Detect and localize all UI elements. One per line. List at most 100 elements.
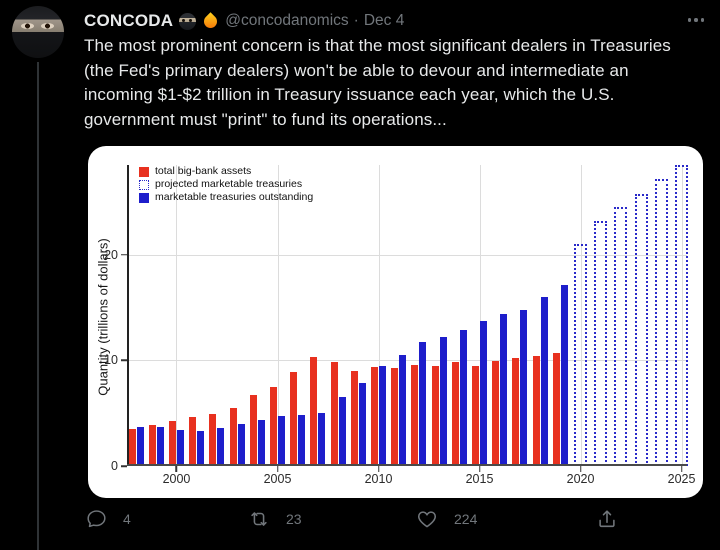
y-tick-label: 20 <box>104 247 118 262</box>
x-tick-label: 2000 <box>162 472 191 486</box>
gridline-vertical <box>277 165 279 466</box>
gridline-vertical <box>479 165 481 466</box>
bar-big-bank-assets <box>189 417 197 466</box>
user-handle[interactable]: @concodanomics <box>225 12 349 29</box>
retweet-icon <box>248 508 270 530</box>
chart-legend: total big-bank assets projected marketabl… <box>139 165 313 204</box>
x-tick <box>276 466 279 472</box>
legend-item: marketable treasuries outstanding <box>139 191 313 204</box>
bar-treasuries-outstanding <box>176 430 184 466</box>
share-button[interactable] <box>596 508 618 530</box>
bar-treasuries-outstanding <box>439 337 447 466</box>
share-icon <box>596 508 618 530</box>
bar-treasuries-outstanding <box>217 427 225 466</box>
heart-icon <box>416 508 438 530</box>
more-icon <box>687 18 691 22</box>
tweet-date[interactable]: Dec 4 <box>363 12 405 29</box>
like-count: 224 <box>454 511 478 527</box>
bar-big-bank-assets <box>411 364 419 466</box>
retweet-count: 23 <box>286 511 302 527</box>
x-tick-label: 2015 <box>465 472 494 486</box>
avatar[interactable] <box>12 6 64 58</box>
bar-big-bank-assets <box>270 386 277 466</box>
x-tick-label: 2025 <box>667 472 696 486</box>
x-tick <box>680 466 683 472</box>
gridline-vertical <box>378 165 380 466</box>
bar-projected-treasuries <box>634 193 648 466</box>
bar-big-bank-assets <box>249 395 257 466</box>
display-name[interactable]: CONCODA <box>84 11 174 30</box>
bar-treasuries-outstanding <box>540 297 548 466</box>
bar-treasuries-outstanding <box>237 423 245 466</box>
bar-big-bank-assets <box>552 352 560 466</box>
bar-big-bank-assets <box>229 407 237 466</box>
x-tick-label: 2005 <box>263 472 292 486</box>
chart-image[interactable]: Quantity (trillions of dollars) total bi… <box>88 146 703 498</box>
fire-emoji-icon <box>201 11 220 31</box>
bar-treasuries-outstanding <box>500 313 508 466</box>
bar-big-bank-assets <box>310 357 318 466</box>
y-tick <box>121 465 127 467</box>
bar-treasuries-outstanding <box>520 309 528 466</box>
bar-big-bank-assets <box>512 358 520 466</box>
bar-projected-treasuries <box>594 220 608 466</box>
x-tick <box>579 466 582 472</box>
gridline-horizontal <box>127 254 687 256</box>
y-tick <box>121 254 127 256</box>
bar-treasuries-outstanding <box>358 382 366 466</box>
bar-big-bank-assets <box>350 370 358 466</box>
gridline-vertical <box>580 165 582 466</box>
retweet-button[interactable]: 23 <box>248 508 302 530</box>
tweet-header: CONCODA @concodanomics · Dec 4 <box>84 10 404 32</box>
x-tick <box>175 466 178 472</box>
bar-projected-treasuries <box>654 178 668 466</box>
bar-projected-treasuries <box>574 244 588 466</box>
bar-big-bank-assets <box>431 365 439 466</box>
legend-swatch-red-solid <box>139 166 149 177</box>
bar-treasuries-outstanding <box>278 416 285 466</box>
reply-button[interactable]: 4 <box>86 508 131 529</box>
legend-item: total big-bank assets <box>139 165 313 178</box>
x-tick <box>377 466 380 472</box>
plot-area: total big-bank assets projected marketabl… <box>104 165 695 486</box>
bar-treasuries-outstanding <box>257 419 265 466</box>
legend-label: projected marketable treasuries <box>155 178 303 190</box>
gridline-vertical <box>681 165 683 466</box>
bar-treasuries-outstanding <box>318 413 326 466</box>
bar-big-bank-assets <box>451 362 459 466</box>
bar-big-bank-assets <box>128 429 136 466</box>
legend-swatch-blue-dotted <box>139 179 149 190</box>
legend-swatch-blue-solid <box>139 192 149 203</box>
more-icon <box>700 18 704 22</box>
bar-big-bank-assets <box>492 361 500 466</box>
bar-treasuries-outstanding <box>338 397 346 466</box>
gridline-horizontal <box>127 360 687 362</box>
x-tick <box>478 466 481 472</box>
bar-treasuries-outstanding <box>480 321 488 466</box>
gridline-vertical <box>176 165 178 466</box>
dot-separator: · <box>353 12 359 29</box>
bar-treasuries-outstanding <box>419 342 427 466</box>
more-button[interactable] <box>684 14 709 26</box>
avatar-eye <box>21 23 34 29</box>
bar-treasuries-outstanding <box>560 285 568 466</box>
legend-label: total big-bank assets <box>155 165 252 177</box>
ninja-emoji-icon <box>179 12 197 30</box>
y-tick-label: 0 <box>111 459 118 473</box>
bar-big-bank-assets <box>532 356 540 466</box>
more-icon <box>694 18 698 22</box>
bar-treasuries-outstanding <box>399 355 407 466</box>
legend-label: marketable treasuries outstanding <box>155 191 314 203</box>
bar-projected-treasuries <box>614 207 628 466</box>
bar-treasuries-outstanding <box>136 426 144 466</box>
x-tick-label: 2010 <box>364 472 393 486</box>
reply-count: 4 <box>123 510 131 527</box>
bar-treasuries-outstanding <box>379 365 386 466</box>
bar-big-bank-assets <box>148 424 156 466</box>
bar-treasuries-outstanding <box>156 426 164 466</box>
tweet-text: The most prominent concern is that the m… <box>84 36 671 129</box>
like-button[interactable]: 224 <box>416 508 477 530</box>
bar-big-bank-assets <box>168 420 176 466</box>
y-axis-label: Quantity (trillions of dollars) <box>95 238 111 396</box>
